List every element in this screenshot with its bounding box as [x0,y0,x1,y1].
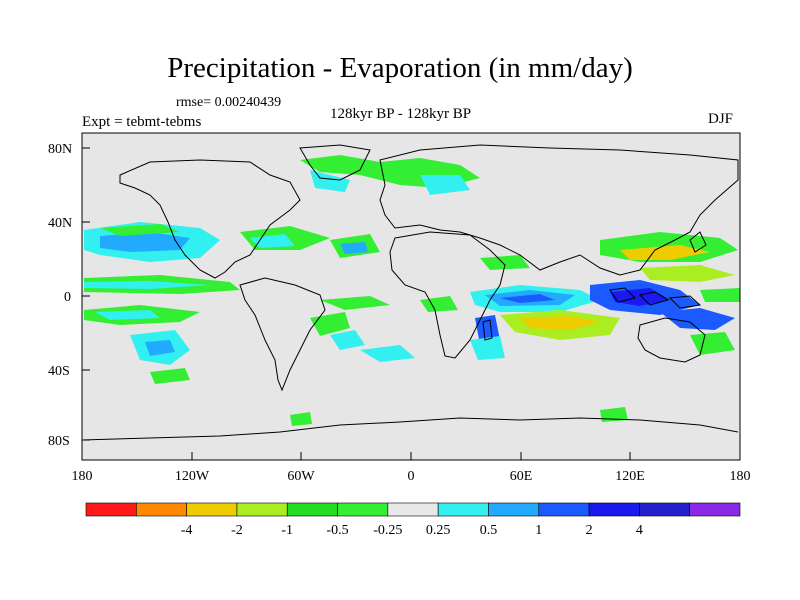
y-tick-label: 80N [48,142,72,157]
colorbar-label: 2 [586,523,593,538]
colorbar-box [538,502,590,517]
map-title: Precipitation - Evaporation (in mm/day) [167,52,633,84]
coast-australia [637,317,706,363]
patch-io-yellow2 [520,316,600,330]
patch-nepac [700,288,740,302]
patch-io-deep [500,294,555,303]
x-tick-label: 60E [510,469,533,484]
colorbar-box [337,502,389,517]
y-tick-label: 80S [48,434,70,449]
patch-madag-cyan [470,336,505,360]
colorbar-label: 4 [636,523,643,538]
x-tick-label: 60W [287,469,315,484]
patch-arctic-cyan2 [420,175,470,195]
rmse-label: rmse= 0.00240439 [176,95,282,110]
x-tick-label: 120W [175,469,210,484]
colorbar-box [85,502,137,517]
colorbar-box [488,502,540,517]
patch-npac-green [100,224,180,236]
patch-so2 [600,407,628,422]
x-tick-label: 180 [730,469,751,484]
colorbar-box [136,502,187,517]
colorbar [85,502,741,517]
coast-madagascar [482,319,493,341]
patch-sp-blue [145,340,175,356]
colorbar-label: -4 [181,523,193,538]
y-tick-label: 40N [48,216,72,231]
tick-marks [81,147,741,460]
coast-south-america [239,277,326,392]
field-patches [84,155,740,426]
patch-sp-green [150,368,190,384]
patch-satl-green [320,296,390,310]
coast-japan [689,231,707,253]
patch-wpac-yellow [620,245,710,260]
patch-sam-green [310,312,350,336]
experiment-label: Expt = tebmt-tebms [82,114,202,130]
patch-so1 [290,412,312,426]
patch-spcz-cyan [95,310,160,320]
x-tick-label: 180 [72,469,93,484]
patch-satl-cyan [360,345,415,362]
colorbar-box [387,502,439,517]
coastlines [81,144,739,441]
colorbar-label: 1 [535,523,542,538]
coast-indonesia [609,287,702,309]
patch-arab [480,255,530,270]
coast-antarctica [81,417,739,441]
colorbar-label: -2 [231,523,243,538]
season-label: DJF [708,111,734,127]
patch-wpac-yellow2 [640,265,735,282]
y-tick-label: 40S [48,364,70,379]
colorbar-labels: -4 -2 -1 -0.5 -0.25 0.25 0.5 1 2 4 [181,523,643,538]
x-tick-label: 0 [408,469,415,484]
colorbar-box [186,502,238,517]
coast-north-america [119,159,301,279]
patch-arctic-cyan [310,170,350,192]
patch-itcz-cyan [84,281,210,289]
colorbar-label: -1 [281,523,293,538]
patch-sam-cyan [330,330,365,350]
colorbar-label: 0.5 [480,523,498,538]
coast-greenland [299,144,371,181]
y-tick-labels: 80N 40N 0 40S 80S [48,142,72,449]
coast-africa [389,231,506,359]
colorbar-box [689,502,741,517]
coast-eurasia [379,144,739,276]
patch-natl-blue2 [340,242,368,254]
colorbar-box [588,502,640,517]
colorbar-box [286,502,338,517]
colorbar-box [437,502,489,517]
patch-npac-blue [100,232,190,252]
colorbar-box [236,502,288,517]
x-tick-labels: 180 120W 60W 0 60E 120E 180 [72,469,751,484]
colorbar-box [639,502,690,517]
period-label: 128kyr BP - 128kyr BP [330,106,472,122]
colorbar-label: 0.25 [426,523,451,538]
patch-mc-cyan [660,308,735,330]
colorbar-label: -0.5 [326,523,348,538]
y-tick-label: 0 [64,290,71,305]
colorbar-label: -0.25 [373,523,402,538]
x-tick-label: 120E [615,469,645,484]
